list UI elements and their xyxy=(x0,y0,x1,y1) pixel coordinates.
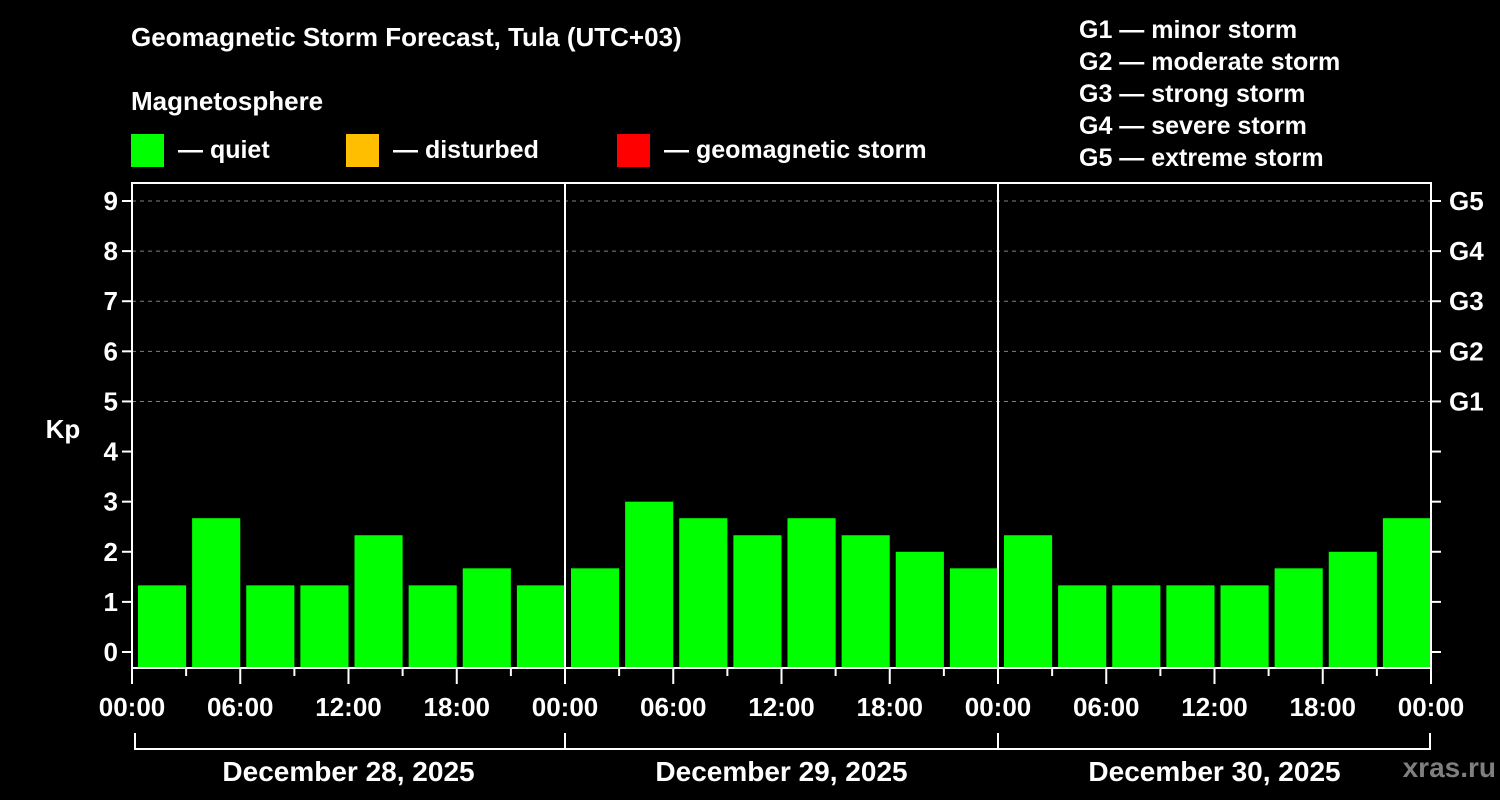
kp-bar xyxy=(571,568,620,667)
kp-bar xyxy=(787,518,836,667)
x-tick-label: 06:00 xyxy=(640,692,707,722)
g3-legend: G3 — strong storm xyxy=(1079,80,1306,108)
kp-bar xyxy=(895,551,944,667)
g-level-label: G1 xyxy=(1449,386,1484,416)
kp-bar xyxy=(138,585,187,667)
x-tick-label: 18:00 xyxy=(424,692,491,722)
kp-bar xyxy=(516,585,565,667)
day-label: December 29, 2025 xyxy=(655,756,907,787)
y-axis-label: Kp xyxy=(46,414,81,444)
y-tick-label: 3 xyxy=(104,487,118,517)
disturbed-swatch-icon xyxy=(346,133,379,167)
kp-bar xyxy=(1166,585,1215,667)
kp-bar xyxy=(1220,585,1269,667)
x-tick-label: 06:00 xyxy=(207,692,274,722)
x-tick-label: 00:00 xyxy=(99,692,166,722)
g-level-label: G3 xyxy=(1449,286,1484,316)
kp-bar xyxy=(246,585,295,667)
chart-title: Geomagnetic Storm Forecast, Tula (UTC+03… xyxy=(131,22,682,52)
kp-bar xyxy=(408,585,457,667)
x-tick-label: 00:00 xyxy=(532,692,599,722)
x-tick-label: 00:00 xyxy=(965,692,1032,722)
storm-swatch-icon xyxy=(617,133,650,167)
legend-quiet: — quiet xyxy=(131,133,270,167)
kp-bar xyxy=(841,535,890,667)
legend-quiet-label: — quiet xyxy=(178,135,270,164)
g4-legend: G4 — severe storm xyxy=(1079,112,1307,140)
kp-bar xyxy=(625,501,674,667)
y-tick-label: 4 xyxy=(104,437,119,467)
day-label: December 30, 2025 xyxy=(1088,756,1340,787)
x-tick-label: 12:00 xyxy=(1181,692,1248,722)
g1-legend: G1 — minor storm xyxy=(1079,16,1298,44)
kp-bar xyxy=(1382,518,1431,667)
g-scale-legend: G1 — minor storm G2 — moderate storm G3 … xyxy=(1079,14,1340,174)
y-tick-label: 7 xyxy=(104,286,118,316)
axes: 0 1 2 3 4 5 6 7 8 9 G1 G2 G3 G4 G5 00:00 06:00 12:00 18:00… xyxy=(99,182,1484,787)
kp-bar xyxy=(1004,535,1053,667)
kp-bar xyxy=(733,535,782,667)
x-tick-label: 18:00 xyxy=(857,692,924,722)
kp-bar xyxy=(1328,551,1377,667)
legend-storm-label: — geomagnetic storm xyxy=(664,135,927,164)
kp-bar xyxy=(949,568,998,667)
y-tick-label: 9 xyxy=(104,186,118,216)
legend-disturbed-label: — disturbed xyxy=(393,135,539,164)
x-tick-label: 00:00 xyxy=(1398,692,1465,722)
kp-bar xyxy=(462,568,511,667)
kp-bar xyxy=(1058,585,1107,667)
y-tick-label: 1 xyxy=(104,587,118,617)
watermark: xras.ru xyxy=(1402,752,1496,783)
x-tick-label: 12:00 xyxy=(315,692,382,722)
g-level-label: G4 xyxy=(1449,236,1484,266)
kp-bar xyxy=(354,535,403,667)
day-label: December 28, 2025 xyxy=(222,756,474,787)
g-level-label: G5 xyxy=(1449,186,1484,216)
legend-disturbed: — disturbed xyxy=(346,133,539,167)
kp-bar xyxy=(1274,568,1323,667)
quiet-swatch-icon xyxy=(131,133,164,167)
kp-bar xyxy=(300,585,349,667)
y-tick-label: 0 xyxy=(104,637,118,667)
y-tick-label: 2 xyxy=(104,537,118,567)
kp-bar xyxy=(192,518,241,667)
g2-legend: G2 — moderate storm xyxy=(1079,48,1341,76)
g-level-label: G2 xyxy=(1449,336,1484,366)
x-tick-label: 18:00 xyxy=(1290,692,1357,722)
magnetosphere-label: Magnetosphere xyxy=(131,86,324,116)
y-tick-label: 6 xyxy=(104,336,118,366)
grid-lines xyxy=(132,200,1431,402)
x-tick-label: 06:00 xyxy=(1073,692,1140,722)
kp-bar xyxy=(1112,585,1161,667)
g5-legend: G5 — extreme storm xyxy=(1079,144,1324,172)
bars xyxy=(138,501,1431,667)
legend-storm: — geomagnetic storm xyxy=(617,133,927,167)
x-tick-label: 12:00 xyxy=(748,692,815,722)
y-tick-label: 8 xyxy=(104,236,118,266)
y-tick-label: 5 xyxy=(104,386,118,416)
kp-bar xyxy=(679,518,728,667)
